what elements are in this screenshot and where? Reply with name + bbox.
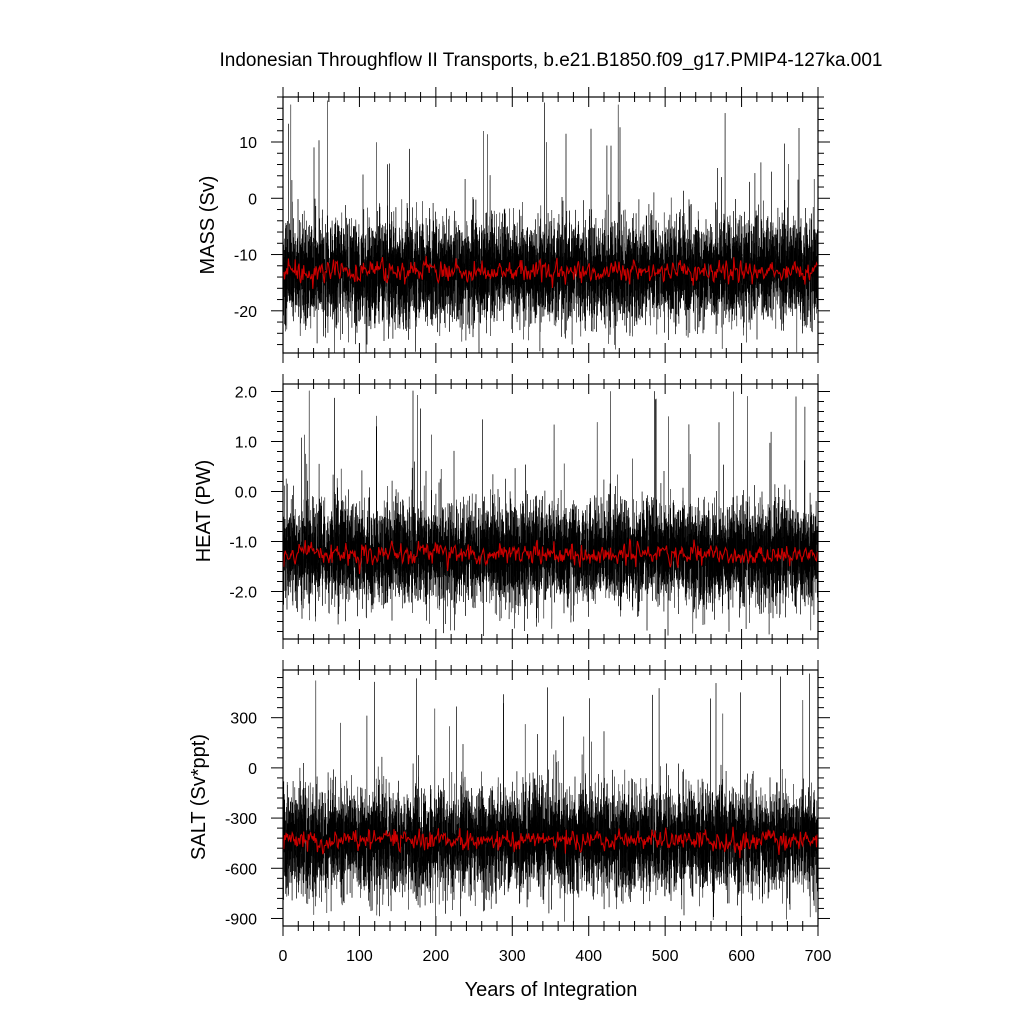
panel-salt: -900 -600 -300 0 300 SALT (Sv*ppt) [188,660,830,936]
salt-ylabel: SALT (Sv*ppt) [188,734,210,860]
salt-ytick-label: 300 [230,711,257,728]
x-tick-labels: 0 100 200 300 400 500 600 700 [279,948,832,965]
heat-ytick-label: 2.0 [235,385,257,402]
salt-series-layer [282,673,819,924]
salt-annual-series [282,826,819,859]
salt-monthly-series [282,673,819,924]
mass-plot-frame [282,96,819,354]
salt-plot-frame [282,669,819,927]
mass-series-layer [282,100,819,354]
panel-mass: -20 -10 0 10 MASS (Sv) [197,87,830,363]
salt-ytick-labels: -900 -600 -300 0 300 [225,711,257,929]
mass-ytick-label: -20 [234,304,257,321]
x-tick-label: 200 [423,948,450,965]
mass-ytick-label: -10 [234,248,257,265]
panel-heat: -2.0 -1.0 0.0 1.0 2.0 HEAT (PW) [193,374,830,649]
heat-ytick-label: 0.0 [235,485,257,502]
salt-ytick-label: -600 [225,861,257,878]
mass-ytick-label: 10 [239,135,257,152]
heat-annual-series [282,538,819,574]
salt-ticks [271,660,830,936]
salt-ytick-label: -900 [225,911,257,928]
heat-plot-frame [282,383,819,640]
x-tick-label: 500 [652,948,679,965]
heat-ytick-label: 1.0 [235,435,257,452]
x-tick-label: 0 [279,948,288,965]
heat-ylabel: HEAT (PW) [193,460,215,563]
mass-ylabel: MASS (Sv) [197,176,219,275]
x-tick-label: 700 [805,948,832,965]
mass-annual-series [282,255,818,289]
x-tick-label: 100 [346,948,373,965]
x-tick-label: 300 [499,948,526,965]
mass-monthly-series [282,100,819,354]
heat-monthly-series [282,390,819,637]
heat-ticks [271,374,830,649]
salt-ytick-label: -300 [225,811,257,828]
mass-ytick-label: 0 [248,191,257,208]
chart-title: Indonesian Throughflow II Transports, b.… [220,50,883,71]
heat-ytick-labels: -2.0 -1.0 0.0 1.0 2.0 [229,385,257,602]
mass-ticks [271,87,830,363]
heat-ytick-label: -2.0 [229,585,257,602]
x-tick-label: 400 [575,948,602,965]
heat-ytick-label: -1.0 [229,535,257,552]
salt-ytick-label: 0 [248,761,257,778]
x-tick-label: 600 [728,948,755,965]
mass-ytick-labels: -20 -10 0 10 [234,135,257,321]
x-axis-label: Years of Integration [465,979,638,1001]
heat-series-layer [282,390,819,637]
